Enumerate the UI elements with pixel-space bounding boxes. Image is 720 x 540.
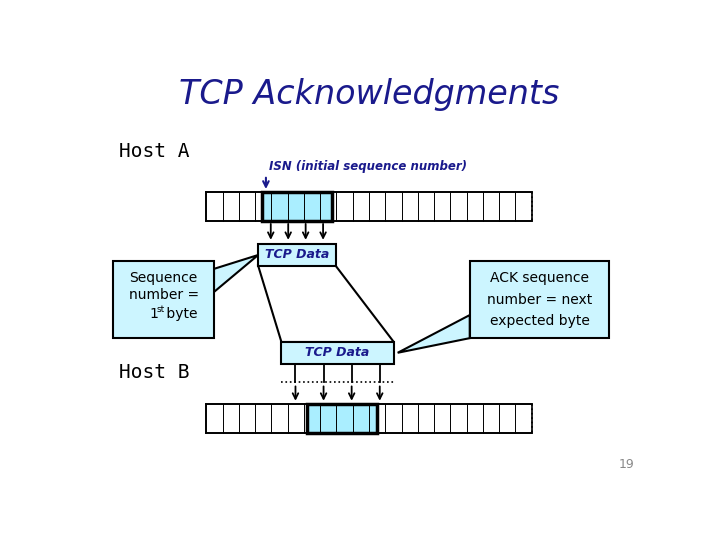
Bar: [206, 192, 532, 221]
Text: Host A: Host A: [120, 141, 190, 160]
Polygon shape: [214, 255, 258, 292]
Bar: [307, 403, 377, 433]
Bar: [113, 261, 214, 338]
Bar: [206, 403, 532, 433]
Text: 1: 1: [150, 307, 158, 321]
Text: expected byte: expected byte: [490, 314, 590, 328]
Bar: [469, 261, 609, 338]
Text: 19: 19: [619, 458, 635, 471]
Bar: [262, 192, 332, 221]
Text: ISN (initial sequence number): ISN (initial sequence number): [269, 160, 467, 173]
Polygon shape: [258, 266, 394, 342]
Bar: [282, 342, 394, 363]
Text: Host B: Host B: [120, 363, 190, 382]
Text: TCP Data: TCP Data: [305, 346, 370, 359]
Text: st: st: [157, 305, 165, 314]
Text: Sequence: Sequence: [130, 271, 198, 285]
Polygon shape: [397, 315, 469, 353]
Text: number = next: number = next: [487, 293, 592, 307]
Bar: [262, 192, 332, 221]
Bar: [258, 244, 336, 266]
Bar: [307, 403, 377, 433]
Text: ACK sequence: ACK sequence: [490, 271, 589, 285]
Text: TCP Acknowledgments: TCP Acknowledgments: [179, 78, 559, 111]
Text: TCP Data: TCP Data: [265, 248, 329, 261]
Text: byte: byte: [162, 307, 197, 321]
Text: number =: number =: [129, 288, 199, 302]
